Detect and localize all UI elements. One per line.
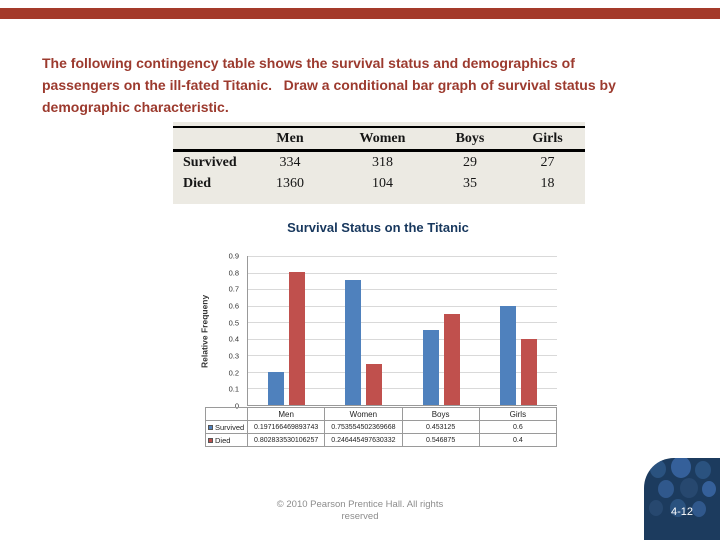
- copyright-footer: © 2010 Pearson Prentice Hall. All rights…: [276, 499, 444, 522]
- cell-died-girls: 18: [540, 176, 555, 191]
- bar-survived-men: [268, 372, 285, 405]
- bar-group-girls: [480, 256, 557, 405]
- bar-died-boys: [443, 314, 460, 405]
- cell-survived-boys: 29: [463, 155, 477, 170]
- contingency-header-boys: Boys: [455, 131, 485, 146]
- value-died-women: 0.246445497630332: [324, 433, 403, 447]
- bar-chart: Survival Status on the Titanic Relative …: [196, 216, 560, 456]
- chart-data-table: Men Women Boys Girls Survived 0.19716646…: [205, 407, 558, 447]
- decorative-dot-icon: [695, 461, 711, 479]
- bar-group-men: [248, 256, 325, 405]
- survived-legend-swatch-icon: [208, 425, 213, 431]
- gridline: [248, 289, 557, 291]
- decorative-dot-icon: [671, 458, 691, 478]
- bar-died-girls: [520, 338, 537, 405]
- value-died-boys: 0.546875: [401, 433, 480, 447]
- decorative-dot-icon: [680, 478, 698, 498]
- cell-survived-men: 334: [279, 155, 301, 170]
- top-accent-strip: [0, 8, 720, 19]
- y-tick-label: 0.1: [228, 384, 239, 394]
- gridline: [248, 256, 557, 257]
- legend-label-died: Died: [215, 435, 231, 445]
- y-tick-label: 0.9: [228, 251, 239, 261]
- cell-died-women: 104: [372, 176, 393, 191]
- decorative-dot-icon: [670, 499, 686, 517]
- x-label-women: Women: [324, 407, 403, 421]
- cell-died-men: 1360: [276, 176, 304, 191]
- gridline: [248, 355, 557, 357]
- contingency-header-men: Men: [276, 131, 304, 146]
- data-row-died: Died 0.802833530106257 0.246445497630332…: [205, 433, 558, 447]
- category-corner-cell: [205, 407, 248, 421]
- y-tick-label: 0.2: [228, 368, 239, 378]
- value-survived-girls: 0.6: [478, 420, 558, 434]
- contingency-row-died: Died 1360 104 35 18: [173, 173, 585, 194]
- cell-survived-women: 318: [372, 155, 393, 170]
- data-row-survived: Survived 0.197166469893743 0.75355450236…: [205, 420, 558, 434]
- decorative-dot-icon: [692, 501, 706, 517]
- y-axis-labels: 0 0.1 0.2 0.3 0.4 0.5 0.6 0.7 0.8 0.9: [214, 252, 242, 411]
- contingency-row-survived: Survived 334 318 29 27: [173, 152, 585, 173]
- cell-survived-girls: 27: [540, 155, 555, 170]
- y-tick-label: 0.4: [228, 334, 239, 344]
- gridline: [248, 371, 557, 373]
- slide-page-number: 4-12: [670, 506, 694, 518]
- bar-group-women: [325, 256, 402, 405]
- legend-survived: Survived: [205, 420, 248, 434]
- y-axis-title: Relative Frequeny: [199, 294, 210, 368]
- corner-decoration: 4-12: [644, 458, 720, 540]
- plot-area: [247, 256, 557, 406]
- gridline: [248, 338, 557, 340]
- chart-title: Survival Status on the Titanic: [287, 220, 469, 235]
- y-tick-label: 0.6: [228, 301, 239, 311]
- bar-died-women: [366, 364, 383, 405]
- legend-died: Died: [205, 433, 248, 447]
- contingency-header-girls: Girls: [532, 131, 563, 146]
- cell-died-boys: 35: [463, 176, 477, 191]
- value-died-girls: 0.4: [478, 433, 558, 447]
- decorative-dot-icon: [650, 460, 666, 478]
- contingency-header-women: Women: [359, 131, 406, 146]
- x-label-men: Men: [246, 407, 326, 421]
- value-survived-men: 0.197166469893743: [246, 420, 326, 434]
- bar-group-boys: [403, 256, 480, 405]
- value-died-men: 0.802833530106257: [246, 433, 326, 447]
- legend-label-survived: Survived: [215, 422, 245, 432]
- contingency-header-row: Men Women Boys Girls: [173, 126, 585, 152]
- y-tick-label: 0.7: [228, 284, 239, 294]
- category-row: Men Women Boys Girls: [205, 407, 558, 421]
- intro-text: The following contingency table shows th…: [42, 55, 616, 115]
- grid-layer: [248, 256, 557, 405]
- row-label-died: Died: [183, 176, 211, 191]
- value-survived-boys: 0.453125: [401, 420, 480, 434]
- y-tick-label: 0: [234, 401, 239, 411]
- y-tick-label: 0.5: [228, 318, 239, 328]
- value-survived-women: 0.753554502369668: [324, 420, 403, 434]
- x-label-girls: Girls: [478, 407, 558, 421]
- decorative-dot-icon: [658, 480, 674, 498]
- contingency-table: Men Women Boys Girls Survived 334 318 29…: [173, 122, 585, 204]
- decorative-dot-icon: [702, 481, 716, 497]
- contingency-corner-cell: [173, 128, 245, 149]
- y-tick-label: 0.8: [228, 268, 239, 278]
- y-tick-label: 0.3: [228, 351, 239, 361]
- gridline: [248, 272, 557, 274]
- row-label-survived: Survived: [183, 155, 237, 170]
- gridline: [248, 305, 557, 307]
- bar-survived-girls: [499, 305, 516, 405]
- x-label-boys: Boys: [401, 407, 480, 421]
- bar-died-men: [289, 272, 306, 405]
- bar-survived-boys: [422, 329, 439, 405]
- died-legend-swatch-icon: [208, 438, 213, 444]
- gridline: [248, 322, 557, 324]
- bar-survived-women: [345, 280, 362, 405]
- decorative-dot-icon: [649, 500, 663, 516]
- gridline: [248, 388, 557, 390]
